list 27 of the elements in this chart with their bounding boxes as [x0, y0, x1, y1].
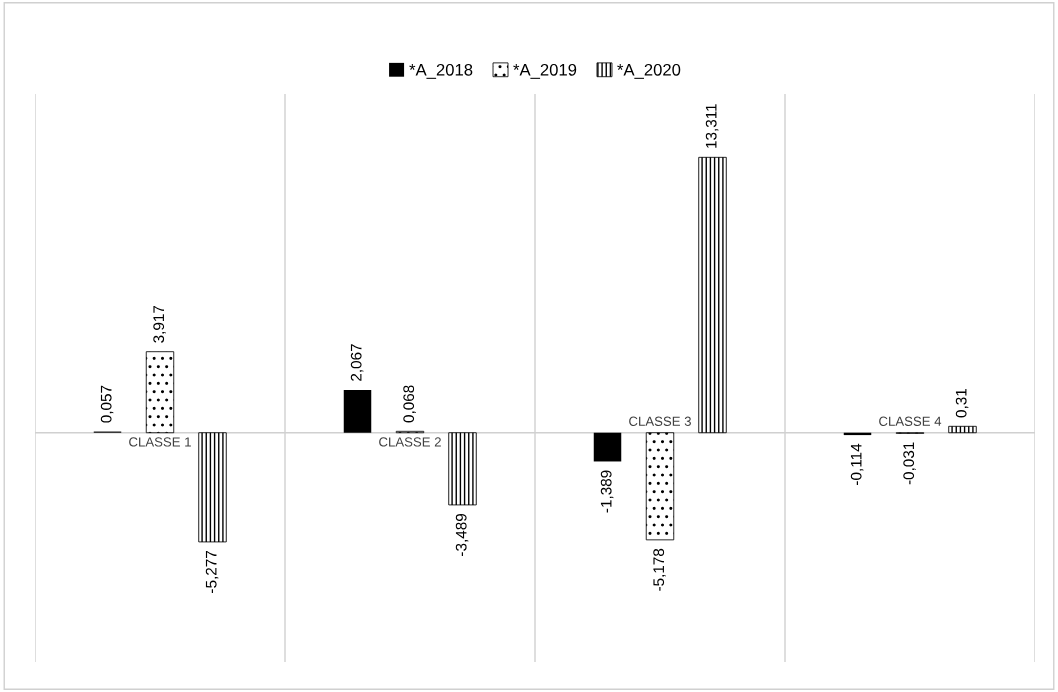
data-label: -5,277	[205, 551, 219, 593]
bar	[343, 389, 372, 433]
bar	[448, 432, 477, 506]
data-label: -3,489	[455, 513, 469, 556]
data-label: -1,389	[600, 470, 614, 513]
bar	[948, 425, 977, 434]
data-label: -0,114	[850, 443, 864, 485]
bar	[698, 156, 727, 434]
bar	[145, 351, 175, 434]
x-tick-label: CLASSE 3	[629, 416, 691, 426]
legend-label: *A_2018	[409, 63, 473, 79]
data-label: 3,917	[153, 305, 166, 343]
legend-label: *A_2020	[617, 63, 681, 79]
x-tick-label: CLASSE 2	[379, 437, 441, 447]
data-label: 0,31	[955, 388, 969, 418]
bar	[198, 432, 227, 543]
data-label: 13,311	[705, 104, 719, 148]
data-label: -5,178	[653, 548, 666, 591]
bar	[593, 432, 622, 462]
data-label: 2,067	[350, 344, 364, 381]
data-label: 0,068	[403, 385, 416, 423]
bar	[645, 432, 675, 541]
x-tick-label: CLASSE 4	[879, 416, 942, 426]
x-tick-label: CLASSE 1	[129, 437, 191, 447]
data-label: 0,057	[100, 385, 114, 423]
legend-label: *A_2019	[513, 63, 577, 79]
data-label: -0,031	[903, 442, 916, 485]
